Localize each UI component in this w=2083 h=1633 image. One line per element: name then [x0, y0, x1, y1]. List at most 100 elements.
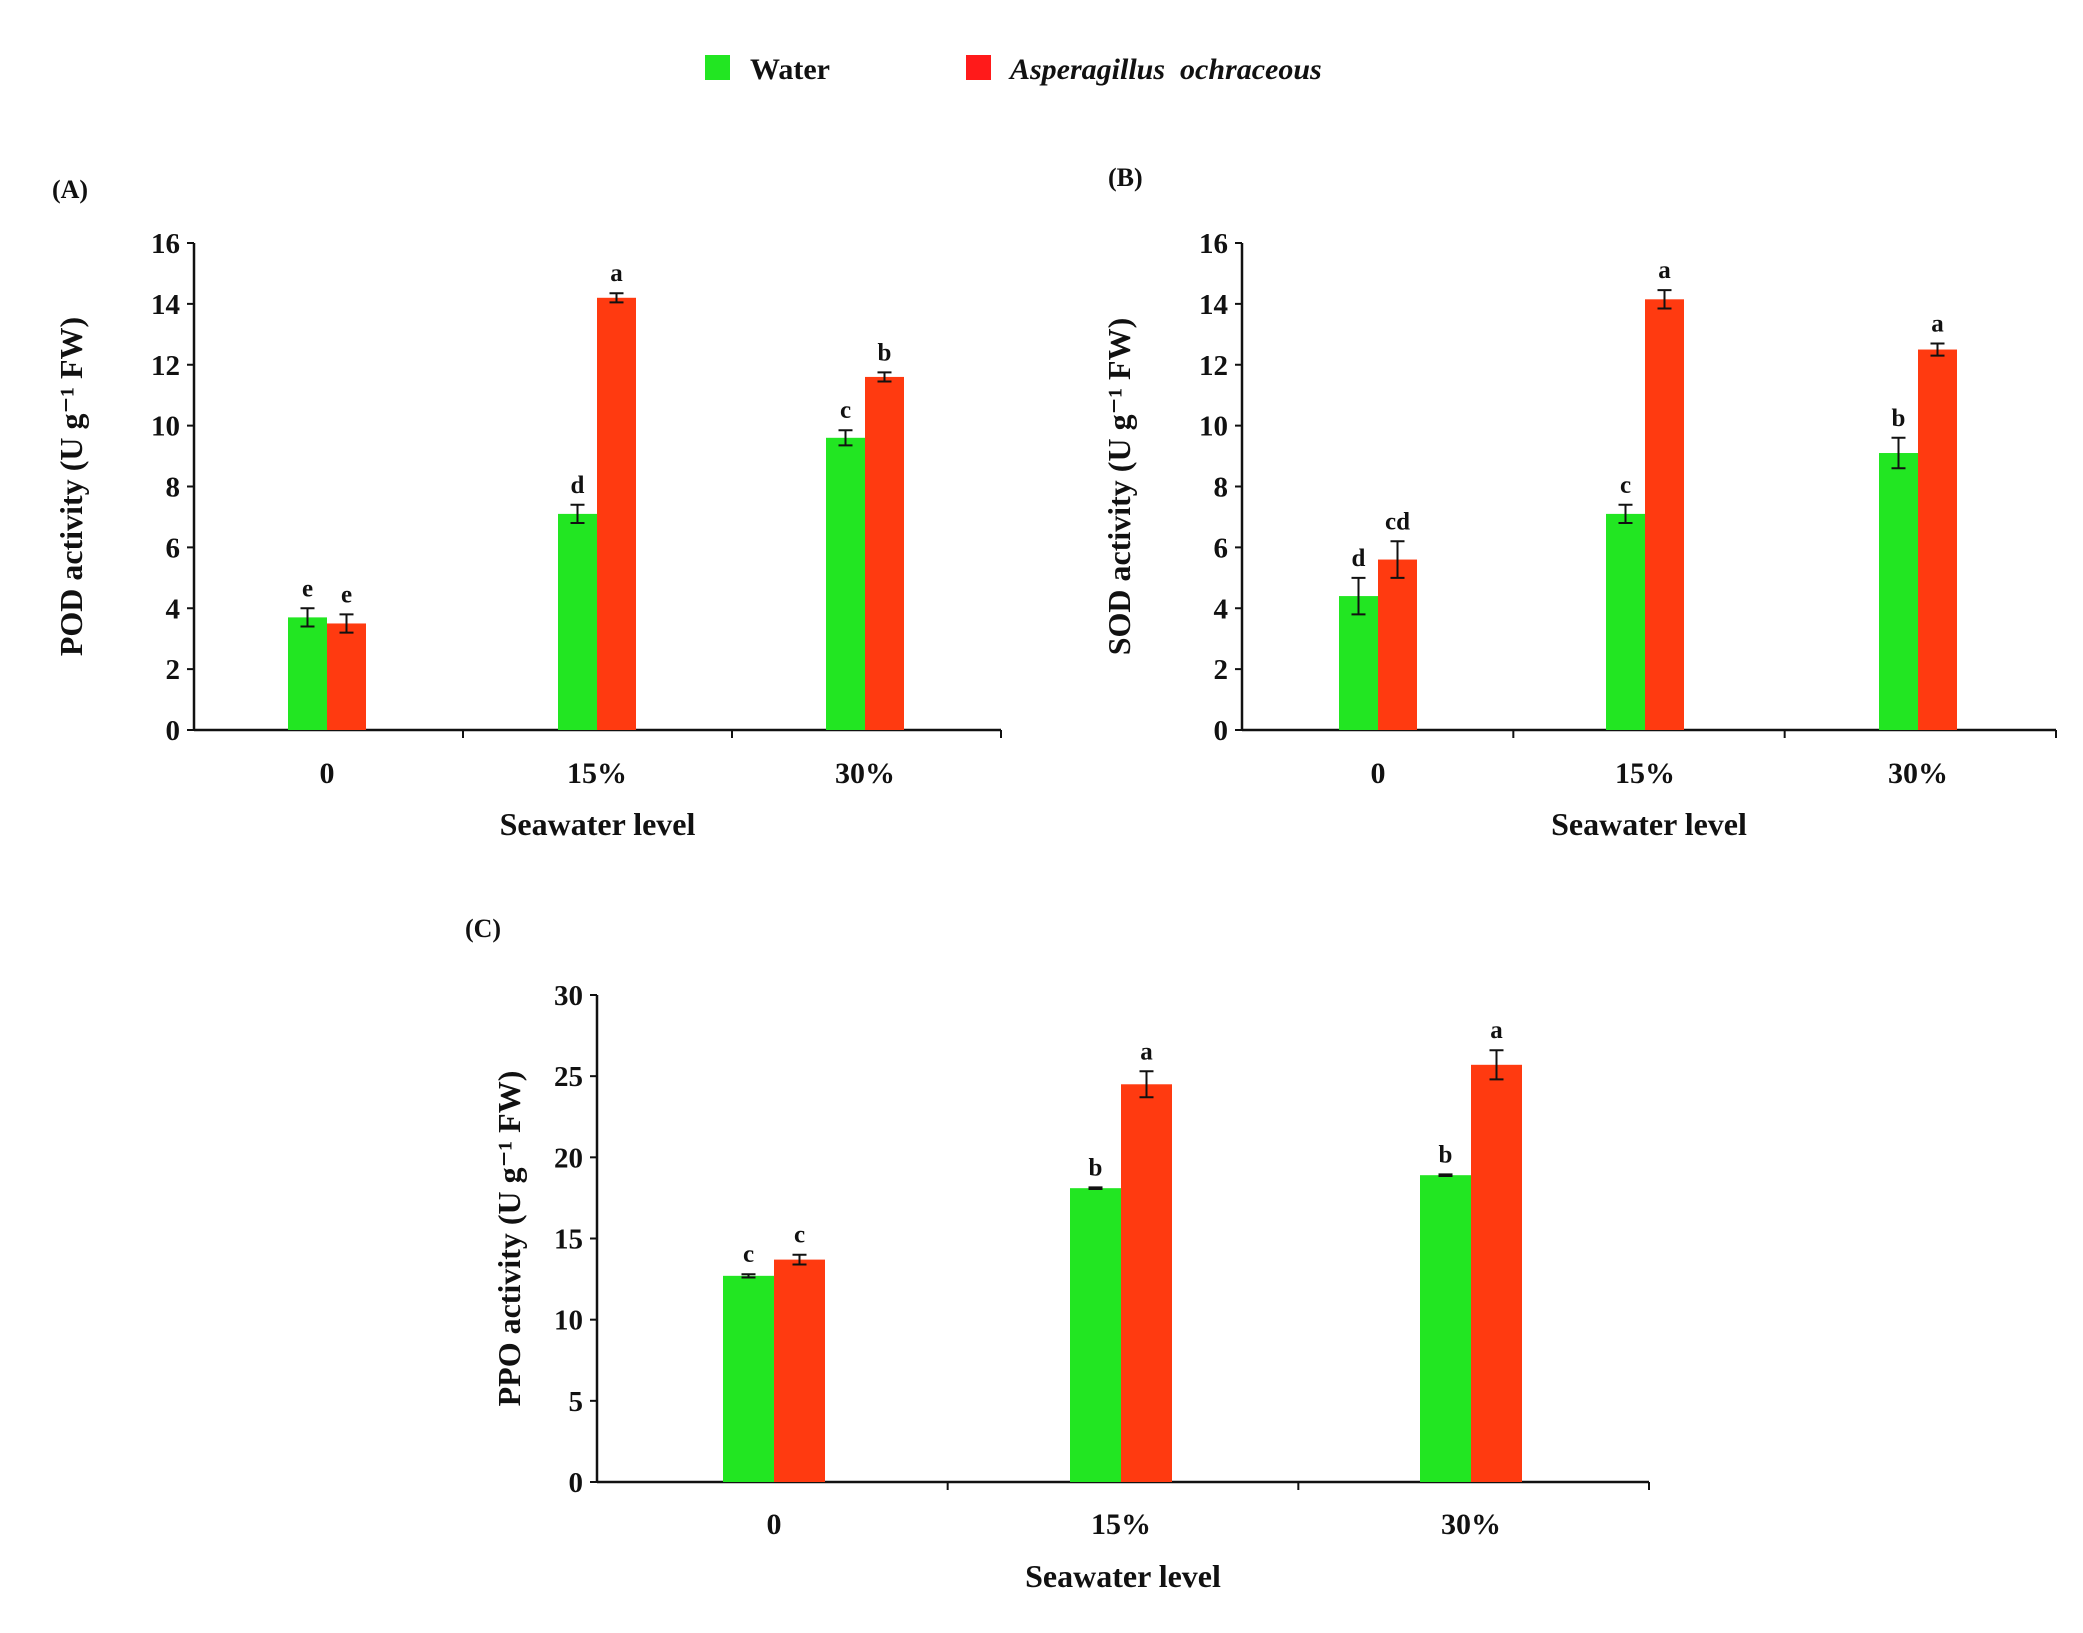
legend: Water Asperagillus ochraceous [705, 53, 1322, 86]
significance-letter: b [1089, 1154, 1103, 1181]
y-tick-label: 6 [1214, 532, 1229, 564]
x-tick-label: 0 [320, 757, 335, 790]
y-tick-label: 5 [569, 1386, 584, 1418]
bar-water [723, 1275, 774, 1482]
error-bar [1618, 503, 1633, 525]
y-tick-label: 15 [554, 1224, 583, 1256]
error-bar [1139, 1070, 1154, 1099]
x-tick-label: 15% [1091, 1508, 1151, 1541]
significance-letter: cd [1385, 508, 1410, 535]
bar-water [1339, 596, 1378, 730]
chart-a: (A) 0 2 4 6 8 10 12 14 16 0 e e 15% d a 30% c b Seawater le… [52, 175, 1002, 842]
y-tick-label: 4 [1214, 593, 1229, 625]
y-tick-label: 10 [554, 1305, 583, 1337]
bar-asperagillus [1378, 559, 1417, 730]
y-axis-title: POD activity (U g⁻¹ FW) [53, 317, 89, 656]
error-bar [339, 613, 354, 634]
y-tick-label: 4 [166, 593, 181, 625]
bar-water [1606, 513, 1645, 730]
bar-asperagillus [1471, 1064, 1522, 1482]
significance-letter: a [1140, 1038, 1153, 1065]
bar-asperagillus [774, 1259, 825, 1482]
x-tick-label: 0 [1371, 757, 1386, 790]
x-tick-label: 30% [1888, 757, 1948, 790]
bar-water [288, 617, 327, 730]
panel-label: (C) [465, 914, 501, 943]
x-tick-label: 30% [1441, 1508, 1501, 1541]
bar-water [1070, 1188, 1121, 1482]
y-tick-label: 25 [554, 1061, 583, 1093]
y-tick-label: 8 [1214, 472, 1229, 504]
y-tick-label: 12 [151, 350, 180, 382]
y-tick-label: 0 [1214, 715, 1229, 747]
error-bar [300, 607, 315, 628]
error-bar [877, 371, 892, 383]
error-bar [1489, 1049, 1504, 1081]
error-bar [1351, 576, 1366, 616]
bar-asperagillus [327, 623, 366, 730]
significance-letter: e [302, 575, 313, 602]
y-tick-label: 10 [1199, 411, 1228, 443]
y-axis-title: PPO activity (U g⁻¹ FW) [491, 1071, 527, 1407]
error-bar [1891, 436, 1906, 470]
x-tick-label: 15% [1615, 757, 1675, 790]
y-tick-label: 0 [569, 1467, 584, 1499]
y-tick-label: 12 [1199, 350, 1228, 382]
error-bar [741, 1273, 756, 1279]
y-tick-label: 16 [151, 228, 180, 260]
significance-letter: c [794, 1222, 805, 1249]
bar-asperagillus [1121, 1084, 1172, 1482]
x-axis-title: Seawater level [1025, 1558, 1221, 1594]
panel-label: (A) [52, 175, 88, 204]
x-tick-label: 15% [567, 757, 627, 790]
significance-letter: d [571, 472, 585, 499]
y-tick-label: 10 [151, 411, 180, 443]
bar-asperagillus [1645, 299, 1684, 730]
bar-water [1879, 453, 1918, 730]
bar-water [826, 437, 865, 730]
y-tick-label: 2 [166, 654, 181, 686]
significance-letter: b [1892, 405, 1906, 432]
legend-label-water: Water [750, 53, 830, 86]
error-bar [1657, 289, 1672, 310]
y-tick-label: 0 [166, 715, 181, 747]
bar-asperagillus [597, 297, 636, 730]
panel-label: (B) [1108, 163, 1143, 192]
error-bar [1088, 1186, 1103, 1190]
legend-swatch-water [705, 55, 730, 80]
x-tick-label: 0 [767, 1508, 782, 1541]
y-tick-label: 8 [166, 472, 181, 504]
y-tick-label: 14 [1199, 289, 1228, 321]
significance-letter: c [1620, 472, 1631, 499]
significance-letter: a [610, 260, 623, 287]
significance-letter: a [1931, 310, 1944, 337]
error-bar [609, 292, 624, 304]
significance-letter: b [1439, 1141, 1453, 1168]
x-tick-label: 30% [835, 757, 895, 790]
significance-letter: e [341, 581, 352, 608]
x-axis-title: Seawater level [1551, 806, 1747, 842]
y-tick-label: 20 [554, 1142, 583, 1174]
significance-letter: b [878, 339, 892, 366]
y-axis-title: SOD activity (U g⁻¹ FW) [1101, 318, 1137, 656]
significance-letter: c [840, 397, 851, 424]
bar-asperagillus [1918, 349, 1957, 730]
chart-b: (B) 0 2 4 6 8 10 12 14 16 0 dcd 15% c a 30% b a Seawater l… [1101, 163, 2057, 842]
x-axis-title: Seawater level [500, 806, 696, 842]
bar-water [558, 513, 597, 730]
significance-letter: a [1490, 1017, 1503, 1044]
error-bar [1930, 342, 1945, 357]
bar-asperagillus [865, 376, 904, 730]
bar-water [1420, 1175, 1471, 1482]
significance-letter: a [1658, 257, 1671, 284]
error-bar [1390, 540, 1405, 579]
error-bar [792, 1253, 807, 1266]
legend-swatch-asperagillus [966, 55, 991, 80]
y-tick-label: 2 [1214, 654, 1229, 686]
legend-label-asperagillus: Asperagillus ochraceous [1008, 53, 1322, 86]
error-bar [838, 429, 853, 447]
y-tick-label: 30 [554, 980, 583, 1012]
y-tick-label: 16 [1199, 228, 1228, 260]
significance-letter: d [1352, 545, 1366, 572]
